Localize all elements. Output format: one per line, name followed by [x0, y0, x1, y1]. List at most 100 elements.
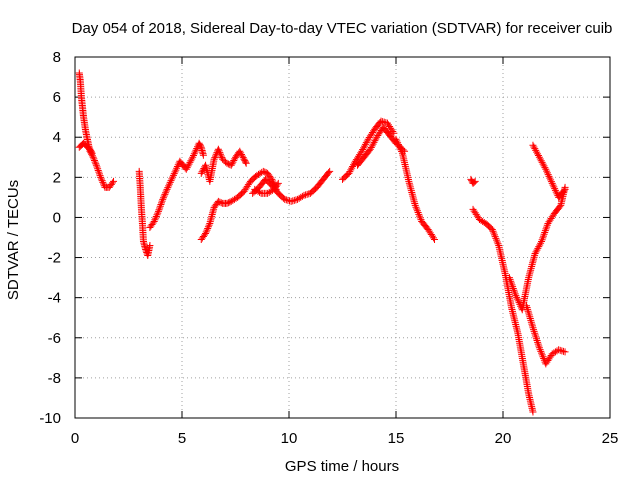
data-point — [416, 214, 424, 222]
data-point — [377, 117, 385, 125]
data-point — [526, 315, 534, 323]
data-point — [552, 188, 560, 196]
data-point — [542, 165, 550, 173]
data-point — [205, 221, 213, 229]
series-arc-04 — [146, 139, 207, 231]
data-point — [413, 207, 421, 215]
data-point — [91, 158, 99, 166]
data-point — [273, 181, 281, 189]
x-tick-label: 10 — [281, 430, 298, 447]
data-point — [547, 176, 555, 184]
data-point — [379, 118, 387, 126]
data-point — [561, 348, 569, 356]
data-point — [527, 318, 535, 326]
data-point — [268, 175, 276, 183]
data-point — [165, 182, 173, 190]
data-point — [549, 181, 557, 189]
data-point — [541, 228, 549, 236]
y-tick-label: 4 — [53, 129, 61, 146]
data-point — [292, 196, 300, 204]
data-point — [413, 205, 421, 213]
data-point — [217, 199, 225, 207]
data-point — [538, 236, 546, 244]
data-point — [100, 180, 108, 188]
data-point — [547, 178, 555, 186]
data-point — [393, 137, 401, 145]
data-point — [528, 320, 536, 328]
data-point — [226, 198, 234, 206]
data-point — [394, 140, 402, 148]
data-point — [411, 201, 419, 209]
data-point — [305, 190, 313, 198]
data-point — [90, 155, 98, 163]
data-point — [156, 202, 164, 210]
data-point — [158, 199, 166, 207]
data-point — [380, 118, 388, 126]
series-arc-15 — [529, 141, 569, 201]
data-point — [165, 180, 173, 188]
series-arc-12 — [467, 175, 479, 187]
data-point — [261, 168, 269, 176]
data-point — [417, 216, 425, 224]
data-point — [161, 190, 169, 198]
data-point — [158, 197, 166, 205]
data-point — [169, 171, 177, 179]
data-point — [532, 335, 540, 343]
data-point — [197, 142, 205, 150]
x-axis-label: GPS time / hours — [285, 458, 399, 475]
data-point — [538, 349, 546, 357]
data-point — [524, 305, 532, 313]
data-point — [164, 184, 172, 192]
data-point — [539, 234, 547, 242]
data-point — [224, 199, 232, 207]
data-point — [172, 166, 180, 174]
data-point — [214, 145, 222, 153]
data-point — [512, 292, 520, 300]
data-point — [555, 346, 563, 354]
data-point — [169, 173, 177, 181]
y-tick-labels: -10 -8 -6 -4 -2 0 2 4 6 8 — [39, 49, 61, 427]
series-arc-10 — [353, 123, 409, 169]
data-point — [507, 279, 515, 287]
x-tick-label: 25 — [602, 430, 619, 447]
data-point — [256, 188, 264, 196]
data-point — [190, 150, 198, 158]
data-point — [191, 148, 199, 156]
data-point — [149, 219, 157, 227]
data-point — [491, 233, 499, 241]
data-point — [229, 158, 237, 166]
data-point — [525, 311, 533, 319]
data-point — [537, 239, 545, 247]
x-tick-label: 0 — [71, 430, 79, 447]
data-point — [541, 164, 549, 172]
data-point — [217, 152, 225, 160]
data-point — [289, 197, 297, 205]
data-point — [530, 326, 538, 334]
data-point — [542, 225, 550, 233]
data-point — [507, 277, 515, 285]
data-point — [298, 192, 306, 200]
data-point — [534, 338, 542, 346]
data-point — [157, 201, 165, 209]
data-point — [394, 139, 402, 147]
data-point — [97, 175, 105, 183]
data-point — [171, 168, 179, 176]
data-point — [541, 227, 549, 235]
data-point — [524, 307, 532, 315]
y-tick-label: -8 — [48, 370, 61, 387]
data-point — [287, 197, 295, 205]
data-point — [99, 178, 107, 186]
data-point — [300, 191, 308, 199]
data-point — [230, 156, 238, 164]
y-tick-label: 2 — [53, 169, 61, 186]
x-tick-labels: 0 5 10 15 20 25 — [71, 430, 619, 447]
data-point — [548, 179, 556, 187]
data-point — [238, 152, 246, 160]
data-point — [281, 195, 289, 203]
x-tick-label: 15 — [388, 430, 405, 447]
y-tick-label: 6 — [53, 89, 61, 106]
series-arc-08 — [251, 179, 282, 197]
data-point — [94, 166, 102, 174]
plot-frame — [74, 56, 611, 419]
data-point — [534, 340, 542, 348]
